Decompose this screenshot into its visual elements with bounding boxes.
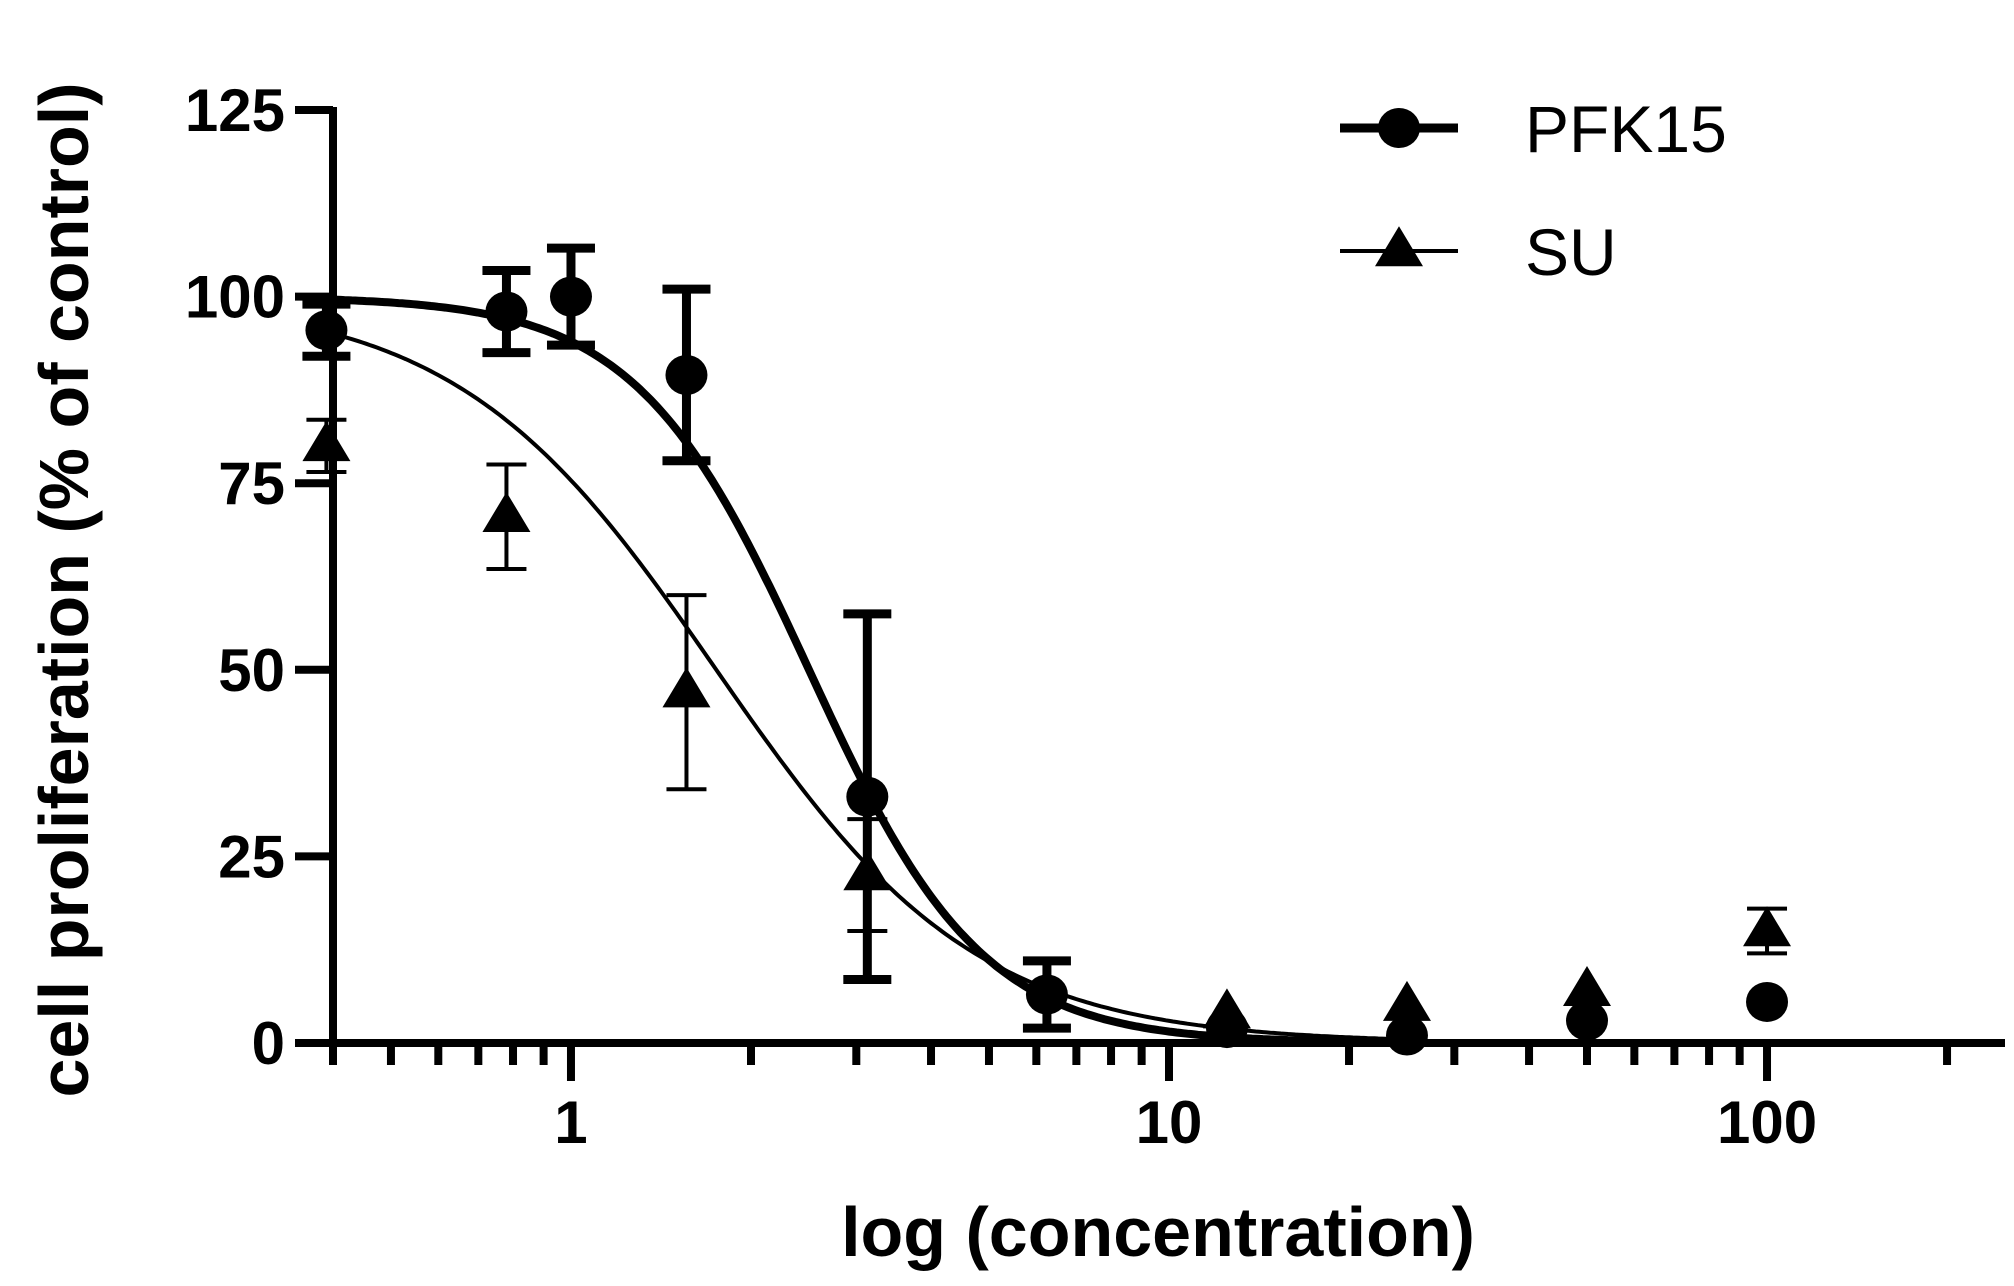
x-axis-title: log (concentration) — [841, 1193, 1475, 1271]
point-pfk15 — [846, 776, 889, 817]
y-axis-title: cell proliferation (% of control) — [25, 82, 103, 1097]
point-su — [482, 491, 531, 532]
error-bars — [302, 243, 1788, 1033]
point-pfk15 — [1746, 981, 1789, 1022]
legend-marker — [1378, 108, 1420, 148]
x-tick-label: 100 — [1717, 1089, 1817, 1156]
y-tick-label: 25 — [218, 823, 285, 890]
axes: 0 25 50 75 100 125 1 10 100 — [185, 77, 2005, 1156]
point-su — [1382, 980, 1431, 1021]
point-su — [302, 421, 351, 462]
point-pfk15 — [485, 291, 528, 332]
point-pfk15 — [1385, 1015, 1428, 1056]
legend-marker — [1375, 226, 1423, 267]
point-su — [662, 667, 711, 708]
y-tick-label: 125 — [185, 77, 285, 144]
legend: PFK15 SU — [1340, 92, 1727, 289]
point-pfk15 — [1025, 974, 1068, 1015]
legend-label: SU — [1525, 215, 1617, 289]
x-tick-label: 10 — [1136, 1089, 1203, 1156]
point-pfk15 — [305, 310, 348, 351]
data-points — [302, 276, 1792, 1056]
point-pfk15 — [1566, 1000, 1608, 1041]
point-su — [1743, 906, 1792, 947]
y-tick-label: 100 — [185, 264, 285, 331]
legend-item-pfk15: PFK15 — [1340, 92, 1727, 166]
point-su — [843, 850, 892, 891]
x-tick-label: 1 — [554, 1089, 587, 1156]
legend-label: PFK15 — [1525, 92, 1727, 166]
legend-item-su: SU — [1340, 215, 1617, 289]
y-tick-label: 75 — [218, 450, 285, 517]
point-pfk15 — [665, 354, 708, 395]
y-tick-label: 0 — [252, 1010, 285, 1077]
y-tick-label: 50 — [218, 637, 285, 704]
point-pfk15 — [549, 276, 592, 317]
point-su — [1563, 965, 1611, 1006]
point-su — [1202, 988, 1251, 1029]
